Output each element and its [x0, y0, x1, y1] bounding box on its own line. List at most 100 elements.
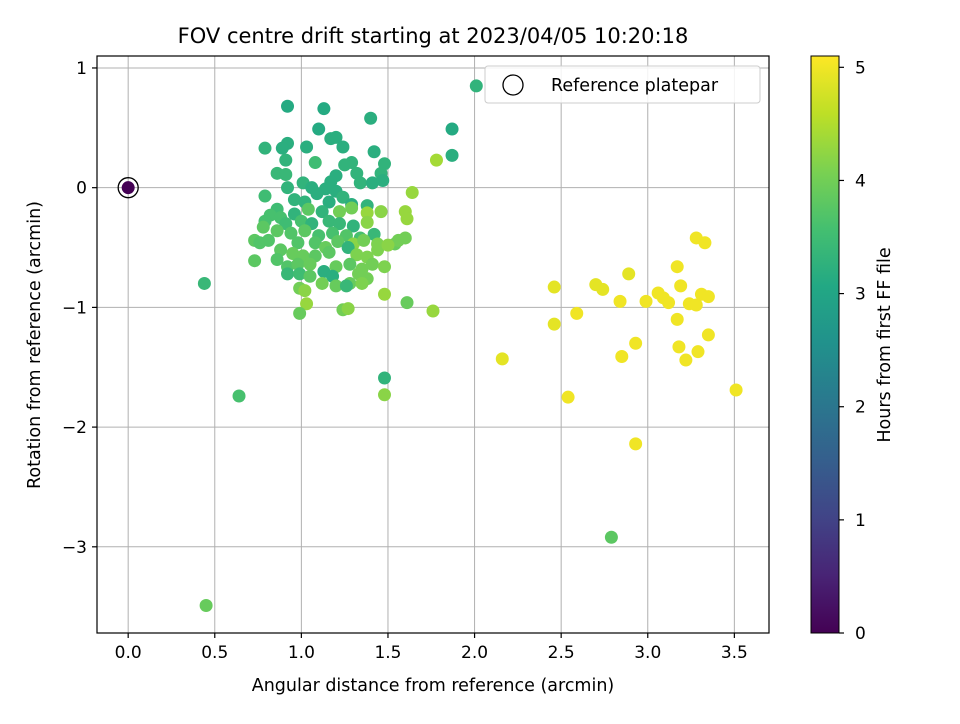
x-tick-label: 1.0 [288, 643, 315, 663]
y-tick-label: 0 [76, 179, 87, 199]
data-point [355, 276, 369, 290]
data-point [270, 253, 284, 267]
data-point [639, 294, 653, 308]
legend-entry-reference-platepar: Reference platepar [551, 76, 719, 96]
data-point [291, 236, 305, 250]
data-point [378, 287, 392, 301]
data-point [374, 205, 388, 219]
y-axis: −3 −2 −1 0 1 [62, 59, 97, 558]
data-point [615, 349, 629, 363]
y-tick-label: −3 [62, 538, 87, 558]
data-point [197, 276, 211, 290]
data-point [622, 267, 636, 281]
data-point [270, 224, 284, 238]
data-point [300, 140, 314, 154]
data-point [300, 297, 314, 311]
data-point [670, 260, 684, 274]
data-point [310, 187, 324, 201]
data-point [378, 260, 392, 274]
data-point [378, 388, 392, 402]
data-point [341, 241, 355, 255]
data-point [308, 236, 322, 250]
data-point [445, 122, 459, 136]
x-axis: 0.0 0.5 1.0 1.5 2.0 2.5 3.0 3.5 [115, 633, 748, 663]
data-point [332, 217, 346, 231]
data-point [365, 257, 379, 271]
data-point [331, 235, 345, 249]
data-point [261, 233, 275, 247]
data-point [360, 206, 374, 220]
x-tick-label: 2.5 [548, 643, 575, 663]
data-point [341, 302, 355, 316]
data-point [336, 190, 350, 204]
reference-ring [117, 177, 139, 199]
chart-title: FOV centre drift starting at 2023/04/05 … [178, 24, 689, 48]
data-point [279, 153, 293, 167]
data-points [197, 79, 743, 612]
data-point [405, 185, 419, 199]
data-point [322, 195, 336, 209]
x-tick-label: 0.0 [115, 643, 142, 663]
data-point [367, 145, 381, 159]
data-point [293, 306, 307, 320]
data-point [303, 257, 317, 271]
data-point [308, 156, 322, 170]
colorbar: 0 1 2 3 4 5 Hours from first FF file [810, 55, 895, 644]
data-point [343, 257, 357, 271]
data-point [339, 279, 353, 293]
legend-box [484, 65, 761, 104]
data-point [312, 122, 326, 136]
data-point [303, 269, 317, 283]
data-point [729, 383, 743, 397]
x-tick-label: 3.0 [634, 643, 661, 663]
y-tick-label: 1 [76, 59, 87, 79]
data-point [287, 193, 301, 207]
data-point [674, 279, 688, 293]
data-point [350, 248, 364, 262]
data-point [371, 243, 385, 257]
data-point [360, 215, 374, 229]
data-point [426, 304, 440, 318]
colorbar-label: Hours from first FF file [875, 247, 895, 442]
data-point [376, 173, 390, 187]
data-point [691, 345, 705, 359]
data-point [547, 317, 561, 331]
x-tick-label: 3.5 [721, 643, 748, 663]
data-point [353, 176, 367, 190]
data-point [291, 257, 305, 271]
data-point [701, 328, 715, 342]
x-axis-label: Angular distance from reference (arcmin) [252, 676, 615, 696]
data-point [429, 153, 443, 167]
data-point [338, 158, 352, 172]
x-tick-label: 0.5 [201, 643, 228, 663]
data-point [596, 282, 610, 296]
data-point [701, 290, 715, 304]
data-point [284, 226, 298, 240]
reference-platepar-marker [117, 177, 139, 199]
data-point [281, 267, 295, 281]
data-point [248, 254, 262, 268]
data-point [281, 99, 295, 113]
data-point [629, 437, 643, 451]
data-point [689, 298, 703, 312]
data-point [445, 148, 459, 162]
data-point [604, 530, 618, 544]
data-point [561, 390, 575, 404]
data-point [679, 353, 693, 367]
grid-lines [97, 56, 769, 633]
data-point [365, 176, 379, 190]
colorbar-gradient [810, 55, 840, 634]
data-point [400, 212, 414, 226]
data-point [391, 233, 405, 247]
data-point [336, 140, 350, 154]
x-tick-label: 2.0 [461, 643, 488, 663]
data-point [293, 267, 307, 281]
legend: Reference platepar [484, 65, 761, 104]
data-point [256, 220, 270, 234]
colorbar-tick-label: 2 [855, 398, 866, 418]
plot-frame [96, 55, 770, 634]
data-point [613, 294, 627, 308]
data-point [286, 247, 300, 261]
colorbar-tick-label: 0 [855, 624, 866, 644]
colorbar-tick-label: 4 [855, 171, 866, 191]
